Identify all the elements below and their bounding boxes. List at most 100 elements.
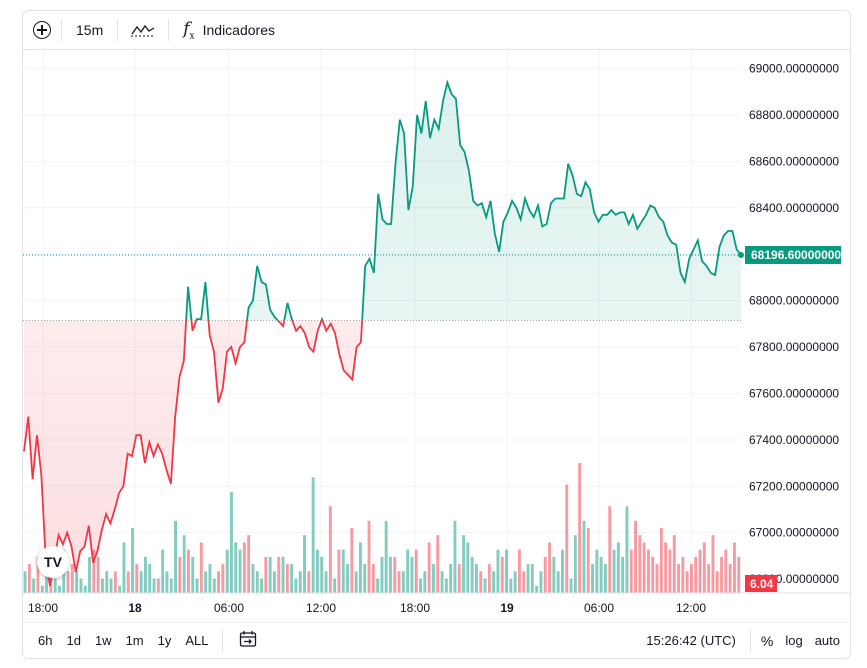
volume-bar xyxy=(242,542,246,593)
volume-bar xyxy=(608,506,612,593)
volume-bar xyxy=(290,564,294,593)
volume-bar xyxy=(470,556,474,593)
volume-badge xyxy=(745,575,777,592)
volume-bar xyxy=(36,556,40,593)
range-buttons: 6h 1d 1w 1m 1y ALL xyxy=(23,633,216,648)
volume-bar xyxy=(556,571,560,593)
percent-scale-toggle[interactable]: % xyxy=(760,632,774,649)
price-chart[interactable]: 69000.00000000 68800.00000000 68600.000000… xyxy=(23,11,850,623)
volume-bar xyxy=(32,578,36,593)
volume-bar xyxy=(281,556,285,593)
volume-bar xyxy=(672,535,676,593)
volume-bar xyxy=(45,564,48,593)
volume-bar xyxy=(294,578,298,593)
function-icon: fx xyxy=(183,18,195,42)
volume-bar xyxy=(367,520,371,593)
volume-bar xyxy=(423,571,427,593)
volume-bar xyxy=(79,578,83,593)
volume-bar xyxy=(432,564,435,593)
y-tick-label: 67800.00000000 xyxy=(749,340,839,354)
volume-bar xyxy=(23,571,27,593)
chart-type-button[interactable] xyxy=(118,11,168,49)
volume-bar xyxy=(616,542,620,593)
volume-bar xyxy=(393,556,397,593)
volume-bar xyxy=(505,549,508,593)
range-button-all[interactable]: ALL xyxy=(185,633,209,648)
log-scale-toggle[interactable]: log xyxy=(785,633,803,648)
volume-bar xyxy=(586,528,590,593)
top-toolbar: 15m fx Indicadores xyxy=(23,11,850,50)
volume-bar xyxy=(440,571,444,593)
chart-widget: 15m fx Indicadores 69000.00000000 68800.0… xyxy=(22,10,851,659)
volume-bar xyxy=(199,542,203,593)
volume-bar xyxy=(698,549,702,593)
volume-bar xyxy=(350,528,354,593)
plus-circle-icon xyxy=(33,21,51,39)
volume-bar xyxy=(324,571,328,593)
volume-bar xyxy=(629,549,633,593)
volume-bar xyxy=(668,549,672,593)
clock-readout[interactable]: 15:26:42 (UTC) xyxy=(646,633,736,648)
volume-bar xyxy=(333,578,337,593)
y-tick-label: 68400.00000000 xyxy=(749,201,839,215)
volume-bar xyxy=(475,564,478,593)
area-fill-below-baseline xyxy=(24,320,741,586)
tradingview-logo[interactable]: TV xyxy=(37,546,69,578)
y-tick-label: 68000.00000000 xyxy=(749,294,839,308)
volume-bar xyxy=(702,542,706,593)
volume-bar xyxy=(479,571,483,593)
volume-bar xyxy=(535,585,539,593)
volume-bar xyxy=(75,571,79,593)
volume-bar xyxy=(414,549,418,593)
interval-button[interactable]: 15m xyxy=(76,22,104,38)
volume-bar xyxy=(354,571,358,593)
volume-bar xyxy=(131,528,134,593)
volume-bar xyxy=(101,578,104,593)
volume-bar xyxy=(427,542,431,593)
volume-bar xyxy=(659,528,663,593)
volume-bar xyxy=(677,564,680,593)
volume-bar xyxy=(27,564,31,593)
range-button-1w[interactable]: 1w xyxy=(94,633,112,648)
range-button-6h[interactable]: 6h xyxy=(38,633,53,648)
auto-scale-toggle[interactable]: auto xyxy=(814,633,840,648)
volume-bar xyxy=(720,556,723,593)
y-tick-label: 67200.00000000 xyxy=(749,479,839,493)
indicators-button[interactable]: fx Indicadores xyxy=(169,11,289,49)
volume-bar xyxy=(513,571,517,593)
volume-bar xyxy=(238,549,242,593)
divider xyxy=(117,19,119,41)
volume-bar xyxy=(212,578,216,593)
range-button-1d[interactable]: 1d xyxy=(66,633,81,648)
volume-bar xyxy=(500,556,504,593)
volume-bar xyxy=(122,542,126,593)
volume-bar xyxy=(599,556,603,593)
last-price-badge xyxy=(745,245,841,264)
volume-bar xyxy=(457,564,461,593)
date-range-button[interactable] xyxy=(231,629,265,652)
divider xyxy=(168,19,170,41)
volume-bar xyxy=(139,571,143,593)
volume-bar xyxy=(591,564,594,593)
volume-bar xyxy=(255,571,259,593)
volume-bar xyxy=(707,564,711,593)
volume-bar xyxy=(49,578,53,593)
volume-bar xyxy=(148,564,152,593)
volume-bar xyxy=(225,549,229,593)
volume-bar xyxy=(380,556,384,593)
range-button-1m[interactable]: 1m xyxy=(125,633,144,648)
volume-bar xyxy=(165,571,169,593)
volume-bar xyxy=(612,549,616,593)
volume-bar xyxy=(83,585,87,593)
volume-bar xyxy=(539,571,543,593)
volume-bar xyxy=(685,571,689,593)
volume-bar xyxy=(174,520,177,593)
volume-bar xyxy=(363,564,367,593)
volume-bar xyxy=(273,571,276,593)
range-button-1y[interactable]: 1y xyxy=(157,633,172,648)
x-tick-label: 18:00 xyxy=(28,601,58,615)
volume-bar xyxy=(694,556,698,593)
divider xyxy=(749,629,751,652)
volume-bar xyxy=(406,549,410,593)
add-symbol-button[interactable] xyxy=(23,11,61,49)
